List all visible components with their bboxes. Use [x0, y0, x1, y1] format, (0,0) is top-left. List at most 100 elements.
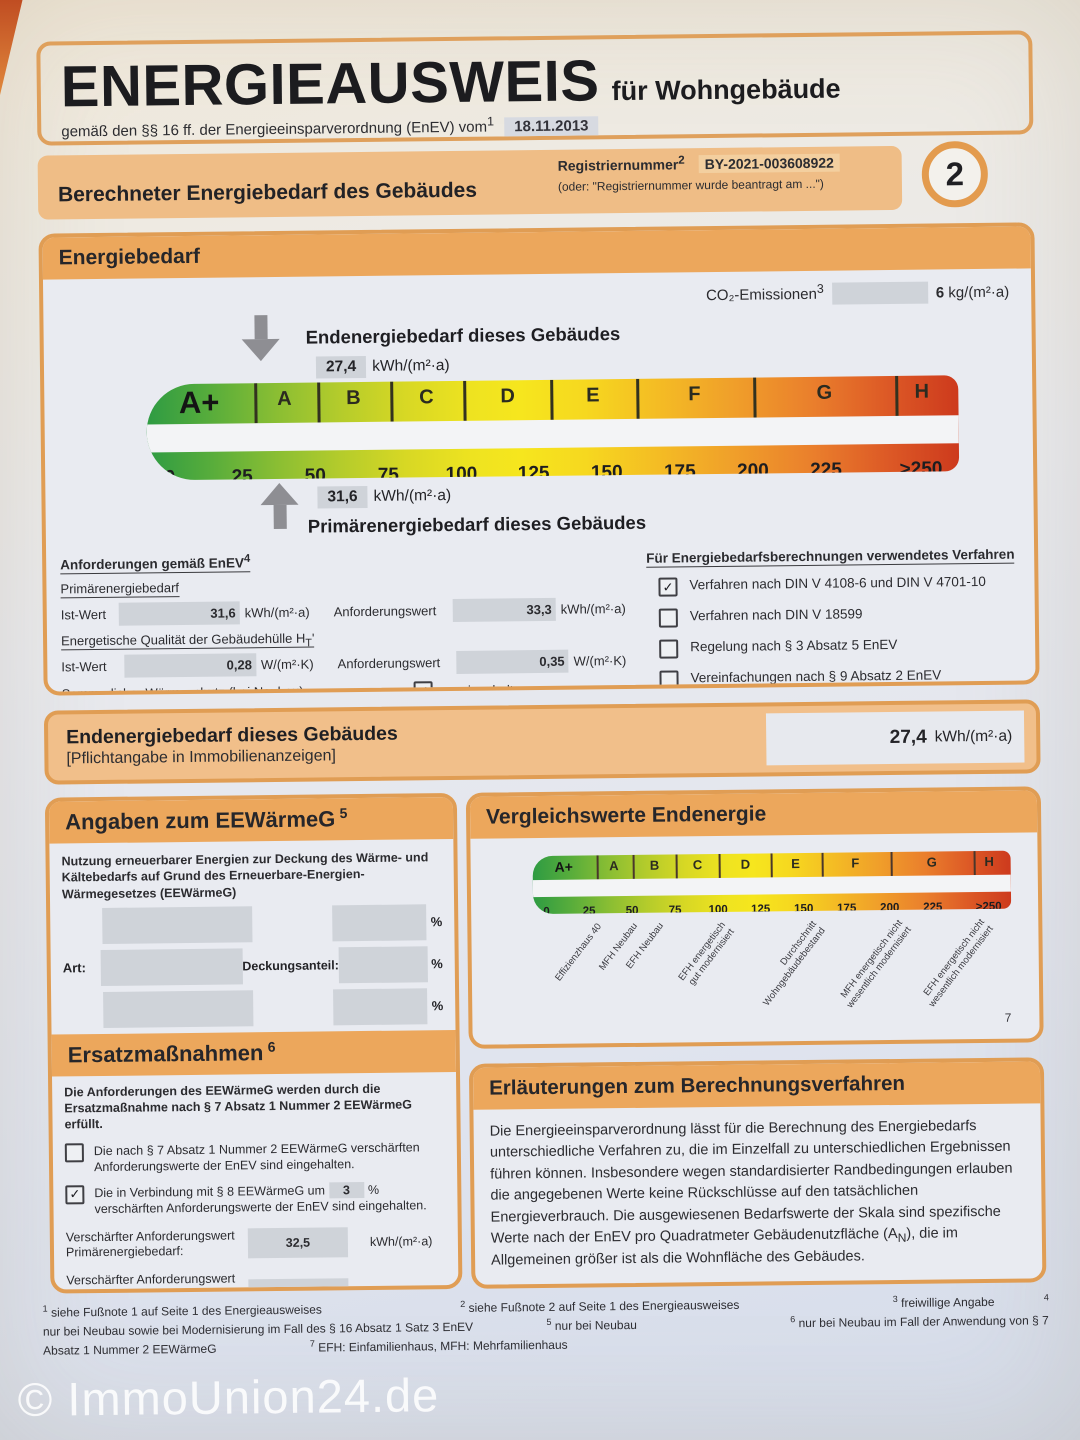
primary-heading: Primärenergiebedarf: [60, 580, 180, 599]
anteil-field-1[interactable]: [332, 904, 427, 942]
ist-wert-row-1: Ist-Wert 31,6 kWh/(m²·a) Anforderungswer…: [61, 597, 636, 627]
end-energy-value: 27,4 kWh/(m²·a): [315, 355, 450, 379]
footnote: 1 siehe Fußnote 1 auf Seite 1 des Energi…: [42, 1302, 322, 1320]
energy-efficiency-scale: A+ A B C D E F G H 0 25 50 75 100 125 15…: [146, 375, 960, 481]
scale-letter: F: [688, 383, 701, 406]
primary-energy-value: 31,6 kWh/(m²·a): [317, 485, 451, 509]
anteil-field-2[interactable]: [338, 946, 428, 984]
comparison-label: Durchschnitt Wohngebäudebestand: [761, 918, 829, 1009]
comparison-label: MFH energetisch nicht wesentlich moderni…: [838, 917, 915, 1011]
end-energy-arrow-down-icon: [241, 315, 280, 362]
ersatz-checkbox-1[interactable]: [64, 1142, 84, 1162]
banner-value-plate: 27,4 kWh/(m²·a): [765, 710, 1025, 766]
eewaermeg-description: Nutzung erneuerbarer Energien zur Deckun…: [61, 850, 429, 901]
ist-wert-row-2: Ist-Wert 0,28 W/(m²·K) Anforderungswert …: [61, 649, 636, 679]
comparison-scale: A+ A B C D E F G H 0 25 50 75 100 125 15…: [532, 850, 1012, 915]
end-energy-label: Endenergiebedarf dieses Gebäudes: [305, 323, 621, 348]
comparison-footnote-marker: 7: [1004, 1010, 1012, 1025]
ist-value-field[interactable]: 31,6: [118, 601, 240, 626]
art-field-2[interactable]: [100, 948, 243, 986]
enev-date: 18.11.2013: [504, 116, 599, 137]
co2-emissions-row: CO₂-Emissionen3 6 kg/(m²·a): [706, 281, 1009, 306]
ersatz-item-2: ✓ Die in Verbindung mit § 8 EEWärmeG um 3…: [65, 1181, 445, 1218]
footnote: 2 siehe Fußnote 2 auf Seite 1 des Energi…: [460, 1297, 740, 1315]
endenergiebedarf-banner: Endenergiebedarf dieses Gebäudes [Pflich…: [43, 699, 1041, 785]
ersatz-percent-field[interactable]: 3: [328, 1182, 365, 1199]
comparison-label: EFH energetisch gut modernisiert: [676, 919, 738, 988]
eewaermeg-panel: Angaben zum EEWärmeG 5 Nutzung erneuerba…: [44, 792, 463, 1294]
verfahren-checkbox-4[interactable]: [659, 670, 679, 690]
verfahren-item: Regelung nach § 3 Absatz 5 EnEV: [659, 635, 1039, 659]
erlaeuterungen-panel: Erläuterungen zum Berechnungsverfahren D…: [468, 1057, 1047, 1289]
scale-letter: E: [586, 384, 600, 407]
scale-letter: G: [816, 381, 833, 404]
banner-title: Endenergiebedarf dieses Gebäudes: [66, 722, 398, 749]
ersatz-checkbox-2[interactable]: ✓: [65, 1185, 85, 1205]
comparison-label: EFH energetisch nicht wesentlich moderni…: [921, 917, 996, 1010]
title-box: ENERGIEAUSWEIS für Wohngebäude gemäß den …: [36, 30, 1034, 146]
verfahren-item: ✓ Verfahren nach DIN V 4108-6 und DIN V …: [658, 573, 1038, 597]
banner-unit: kWh/(m²·a): [934, 727, 1013, 746]
eewaermeg-title: Angaben zum EEWärmeG 5: [48, 796, 454, 844]
req1-value-field[interactable]: 32,5: [247, 1227, 349, 1259]
page-subtitle: für Wohngebäude: [611, 73, 841, 107]
anforderungswert-field[interactable]: 33,3: [452, 597, 556, 622]
verfahren-item: Vereinfachungen nach § 9 Absatz 2 EnEV: [659, 666, 1039, 690]
art-row-2: Art: Deckungsanteil: %: [63, 946, 443, 986]
anforderungswert-field-2[interactable]: 0,35: [456, 649, 569, 674]
footnote: 5 nur bei Neubau: [546, 1317, 637, 1334]
scale-letter: A: [277, 387, 292, 410]
req2-value-field[interactable]: 0,35: [248, 1278, 349, 1294]
anteil-field-3[interactable]: [333, 988, 428, 1026]
scale-letter: B: [346, 387, 361, 410]
verfahren-checkbox-1[interactable]: ✓: [658, 577, 678, 597]
scale-letter: D: [500, 385, 516, 408]
art-field-3[interactable]: [103, 990, 254, 1028]
co2-value-field[interactable]: [831, 281, 928, 305]
verfahren-title: Für Energiebedarfsberechnungen verwendet…: [646, 546, 1015, 568]
req-row-2: Verschärfter Anforderungswert für die en…: [66, 1269, 447, 1294]
registration-label: Registriernummer: [557, 156, 679, 174]
banner-value: 27,4: [889, 726, 927, 749]
anforderungen-block: Anforderungen gemäß EnEV4 Primärenergieb…: [60, 551, 637, 696]
banner-subtitle: [Pflichtangabe in Immobilienanzeigen]: [66, 747, 336, 768]
sommer-checkbox[interactable]: ✓: [413, 681, 433, 696]
scale-letter: C: [419, 386, 434, 409]
registration-block: Registriernummer2 BY-2021-003608922 (ode…: [557, 153, 841, 194]
registration-alt-text: (oder: "Registriernummer wurde beantragt…: [557, 176, 824, 194]
erlaeuterungen-body: Die Energieeinsparverordnung lässt für d…: [489, 1118, 1013, 1269]
art-row-3: %: [63, 988, 443, 1028]
footnotes: 1 siehe Fußnote 1 auf Seite 1 des Energi…: [43, 1292, 1054, 1361]
page-number-badge: 2: [921, 140, 989, 208]
scale-letter: A+: [178, 384, 220, 421]
verfahren-checkbox-2[interactable]: [658, 608, 678, 628]
co2-value: 6 kg/(m²·a): [935, 283, 1010, 301]
ersatzmassnahmen-title: Ersatzmaßnahmen 6: [51, 1029, 456, 1077]
watermark: © ImmoUnion24.de: [17, 1368, 440, 1426]
sommer-row: Sommerlicher Wärmeschutz (bei Neubau) ✓ …: [61, 679, 637, 696]
co2-label: CO₂-Emissionen3: [705, 281, 824, 304]
footnote: 7 EFH: Einfamilienhaus, MFH: Mehrfamilie…: [309, 1338, 568, 1355]
art-field-1[interactable]: [102, 906, 253, 944]
ist-value-field-2[interactable]: 0,28: [124, 653, 257, 678]
registration-number: BY-2021-003608922: [698, 153, 841, 174]
ersatz-item-1: Die nach § 7 Absatz 1 Nummer 2 EEWärmeG …: [64, 1139, 445, 1176]
footnote: 3 freiwillige Angabe: [892, 1293, 995, 1310]
anforderungen-title: Anforderungen gemäß EnEV4: [60, 552, 251, 575]
energiebedarf-panel: Energiebedarf CO₂-Emissionen3 6 kg/(m²·a…: [38, 222, 1040, 696]
verfahren-block: Für Energiebedarfsberechnungen verwendet…: [646, 546, 1040, 695]
verfahren-checkbox-3[interactable]: [659, 639, 679, 659]
energiebedarf-panel-title: Energiebedarf: [42, 226, 1031, 280]
scale-letter: H: [914, 380, 930, 403]
page-title: ENERGIEAUSWEIS: [60, 48, 600, 120]
primary-energy-arrow-up-icon: [260, 482, 299, 530]
scale-tick-band: 0 25 50 75 100 125 150 175 200 225 >250: [146, 415, 959, 480]
req-row-1: Verschärfter Anforderungswert Primärener…: [65, 1227, 433, 1260]
art-row-1: %: [62, 904, 442, 944]
section-band: Berechneter Energiebedarf des Gebäudes R…: [37, 145, 903, 220]
vergleichswerte-panel: Vergleichswerte Endenergie A+ A B C D E …: [465, 786, 1044, 1049]
comparison-labels: Effizienzhaus 40 MFH Neubau EFH Neubau E…: [533, 913, 1012, 1038]
section-title: Berechneter Energiebedarf des Gebäudes: [57, 178, 478, 207]
